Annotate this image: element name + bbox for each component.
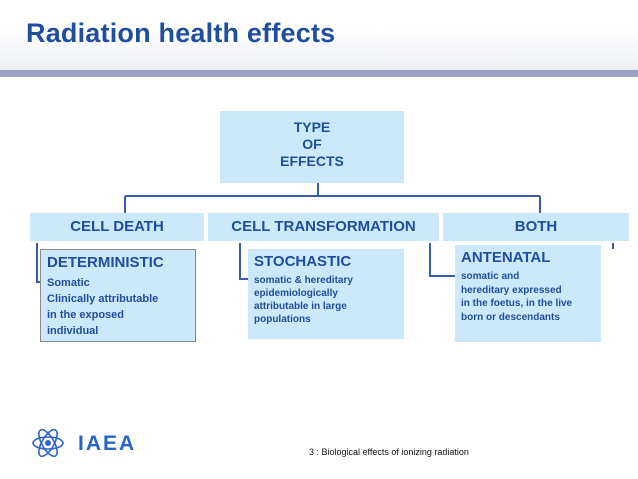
category-cell-death: CELL DEATH [30, 213, 204, 241]
elbow-transformation [239, 243, 248, 280]
root-line-3: EFFECTS [280, 153, 344, 169]
elbow-both [429, 243, 455, 277]
category-cell-transformation: CELL TRANSFORMATION [208, 213, 439, 241]
title-bar [0, 0, 638, 72]
antenatal-box: ANTENATAL somatic and hereditary express… [455, 245, 601, 342]
footer-caption: 3 : Biological effects of ionizing radia… [309, 447, 469, 457]
stochastic-heading: STOCHASTIC [254, 253, 352, 270]
footer-brand: IAEA [78, 432, 137, 455]
deterministic-box: DETERMINISTIC Somatic Clinically attribu… [40, 249, 196, 342]
antenatal-body: somatic and hereditary expressed in the … [461, 271, 573, 323]
stochastic-box: STOCHASTIC somatic & hereditary epidemio… [248, 249, 404, 339]
iaea-logo-icon [32, 428, 64, 458]
page-title: Radiation health effects [26, 18, 336, 48]
title-divider [0, 70, 638, 77]
antenatal-heading: ANTENATAL [461, 249, 551, 266]
deterministic-heading: DETERMINISTIC [47, 254, 164, 271]
type-of-effects-box: TYPE OF EFFECTS [220, 111, 404, 183]
category-both: BOTH [443, 213, 629, 241]
root-line-2: OF [302, 136, 322, 152]
stochastic-body: somatic & hereditary epidemiologically a… [254, 275, 353, 325]
deterministic-body: Somatic Clinically attributable in the e… [47, 277, 159, 337]
root-line-1: TYPE [293, 119, 331, 135]
